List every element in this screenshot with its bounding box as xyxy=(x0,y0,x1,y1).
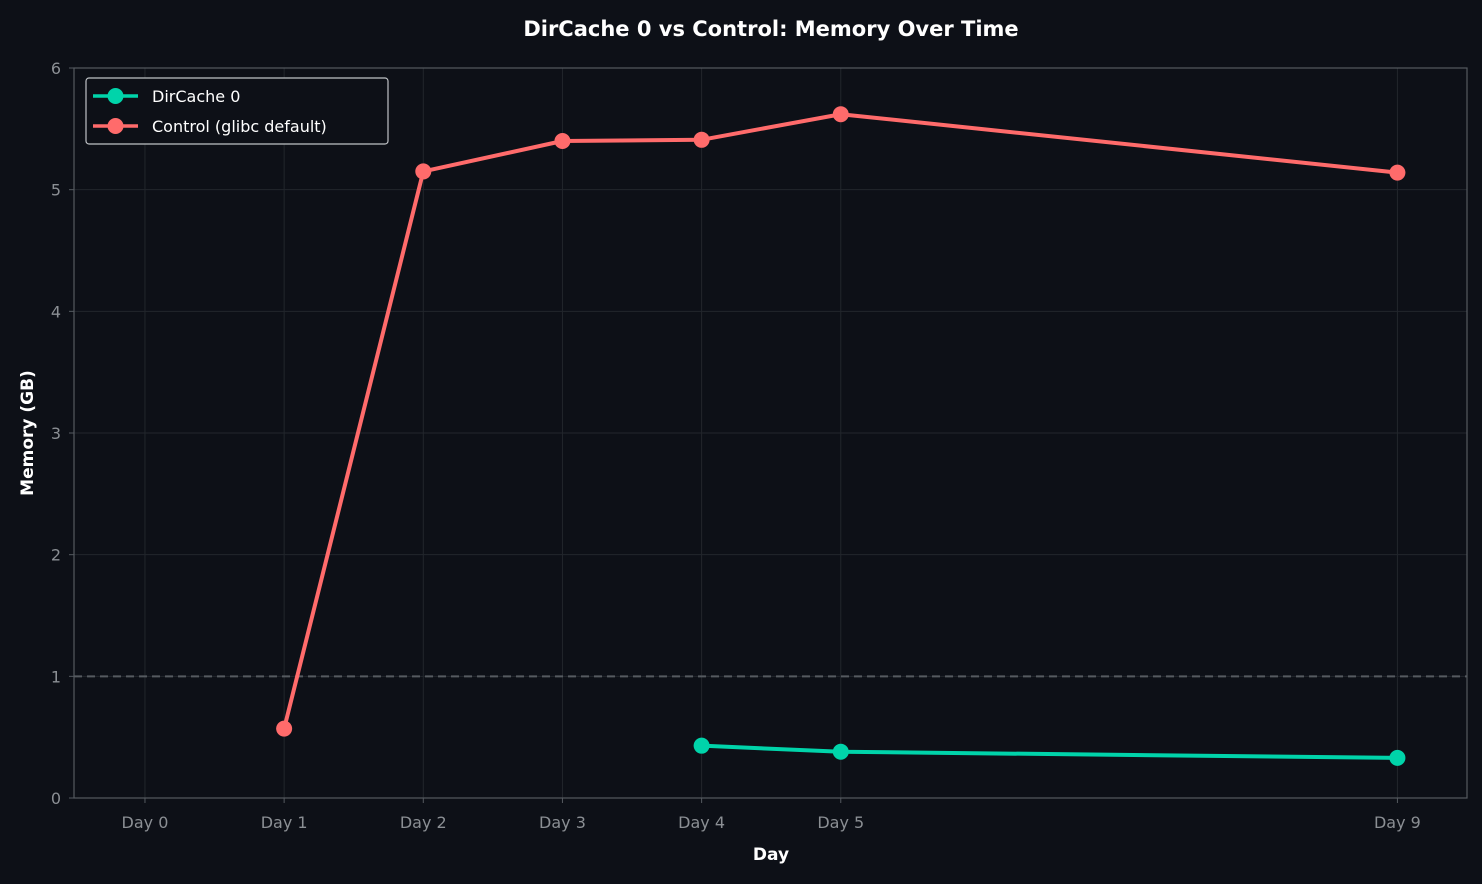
legend: DirCache 0 Control (glibc default) xyxy=(85,77,389,145)
y-tick-label: 3 xyxy=(51,424,61,443)
x-tick-label: Day 5 xyxy=(817,813,864,832)
y-axis-label: Memory (GB) xyxy=(18,370,38,496)
x-tick-label: Day 9 xyxy=(1374,813,1421,832)
x-tick-label: Day 2 xyxy=(400,813,447,832)
data-point xyxy=(276,720,293,737)
data-point xyxy=(1389,164,1406,181)
legend-label-control: Control (glibc default) xyxy=(152,117,327,136)
series-line xyxy=(701,743,1398,760)
y-tick-label: 6 xyxy=(51,59,61,78)
x-tick-label: Day 1 xyxy=(261,813,308,832)
y-tick-label: 5 xyxy=(51,181,61,200)
chart-title: DirCache 0 vs Control: Memory Over Time xyxy=(523,17,1018,41)
legend-marker-dircache xyxy=(107,88,124,104)
y-axis: 0 1 2 3 4 5 6 xyxy=(51,59,74,808)
grid xyxy=(74,67,1467,799)
series-group xyxy=(276,106,1406,766)
data-point xyxy=(554,133,571,149)
series-line xyxy=(282,112,1398,730)
legend-marker-control xyxy=(107,118,124,134)
x-tick-label: Day 3 xyxy=(539,813,586,832)
x-tick-label: Day 4 xyxy=(678,813,725,832)
legend-box xyxy=(85,77,389,145)
data-point xyxy=(415,163,432,180)
x-axis: Day 0 Day 1 Day 2 Day 3 Day 4 Day 5 Day 9 xyxy=(122,798,1421,832)
data-point xyxy=(1389,749,1406,766)
y-tick-label: 1 xyxy=(51,667,61,686)
data-point xyxy=(693,737,710,754)
y-tick-label: 4 xyxy=(51,302,61,321)
x-tick-label: Day 0 xyxy=(122,813,169,832)
x-axis-label: Day xyxy=(753,845,789,865)
legend-label-dircache: DirCache 0 xyxy=(152,87,240,106)
data-point xyxy=(832,743,849,760)
data-point xyxy=(832,106,849,123)
data-point xyxy=(693,131,710,148)
y-tick-label: 0 xyxy=(51,789,61,808)
y-tick-label: 2 xyxy=(51,546,61,565)
